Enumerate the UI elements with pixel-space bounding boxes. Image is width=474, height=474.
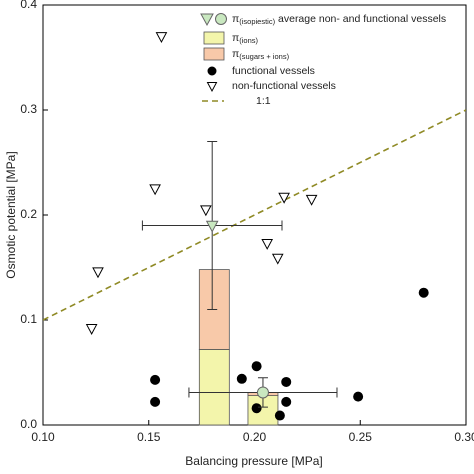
x-tick-label: 0.25 (349, 430, 373, 444)
point (236, 373, 247, 384)
point (200, 205, 212, 217)
y-tick-label: 0.4 (20, 0, 37, 11)
legend-label: non-functional vessels (232, 80, 336, 92)
legend-symbol (215, 13, 227, 25)
point (256, 386, 269, 399)
legend-label: 1:1 (256, 95, 271, 107)
legend-symbol (200, 13, 214, 27)
legend-label-part: π (232, 32, 239, 44)
legend-swatch (203, 31, 225, 45)
legend-label: functional vessels (232, 65, 315, 77)
y-tick-label: 0.2 (20, 207, 37, 221)
point (251, 361, 262, 372)
bar-segment (198, 348, 230, 426)
legend-label-part: (isopiestic) (239, 17, 275, 26)
legend-label: π(ions) (232, 32, 259, 45)
point (251, 403, 262, 414)
legend-label-part: π (232, 13, 239, 25)
legend-label: π(isopiestic) average non- and functiona… (232, 13, 446, 26)
point (281, 396, 292, 407)
legend-label-part: (ions) (239, 36, 258, 45)
x-tick-label: 0.10 (31, 430, 55, 444)
point (305, 194, 318, 206)
point (149, 184, 161, 196)
legend-symbol (207, 66, 217, 76)
point (92, 267, 104, 279)
one-to-one-line (43, 109, 466, 321)
point (281, 376, 292, 387)
legend-label-part: π (232, 48, 239, 60)
point (418, 287, 429, 298)
point (155, 32, 168, 44)
point (85, 324, 98, 335)
x-tick-label: 0.15 (137, 430, 161, 444)
y-axis-label: Osmotic potential [MPa] (4, 151, 18, 278)
point (205, 220, 219, 233)
point (150, 374, 161, 385)
point (150, 396, 161, 407)
y-tick-label: 0.1 (20, 312, 37, 326)
point (278, 192, 290, 204)
x-tick-label: 0.20 (243, 430, 267, 444)
point (274, 410, 285, 421)
point (271, 253, 284, 265)
x-tick-label: 0.30 (454, 430, 474, 444)
point (261, 239, 274, 250)
y-tick-label: 0.0 (20, 417, 37, 431)
x-axis-label: Balancing pressure [MPa] (185, 454, 322, 468)
legend-label-part: average non- and functional vessels (275, 13, 446, 25)
y-tick-label: 0.3 (20, 102, 37, 116)
legend-label-part: (sugars + ions) (239, 52, 289, 61)
point (353, 391, 364, 402)
legend-symbol (206, 82, 218, 93)
legend-label: π(sugars + ions) (232, 48, 290, 61)
legend-swatch (203, 47, 225, 61)
